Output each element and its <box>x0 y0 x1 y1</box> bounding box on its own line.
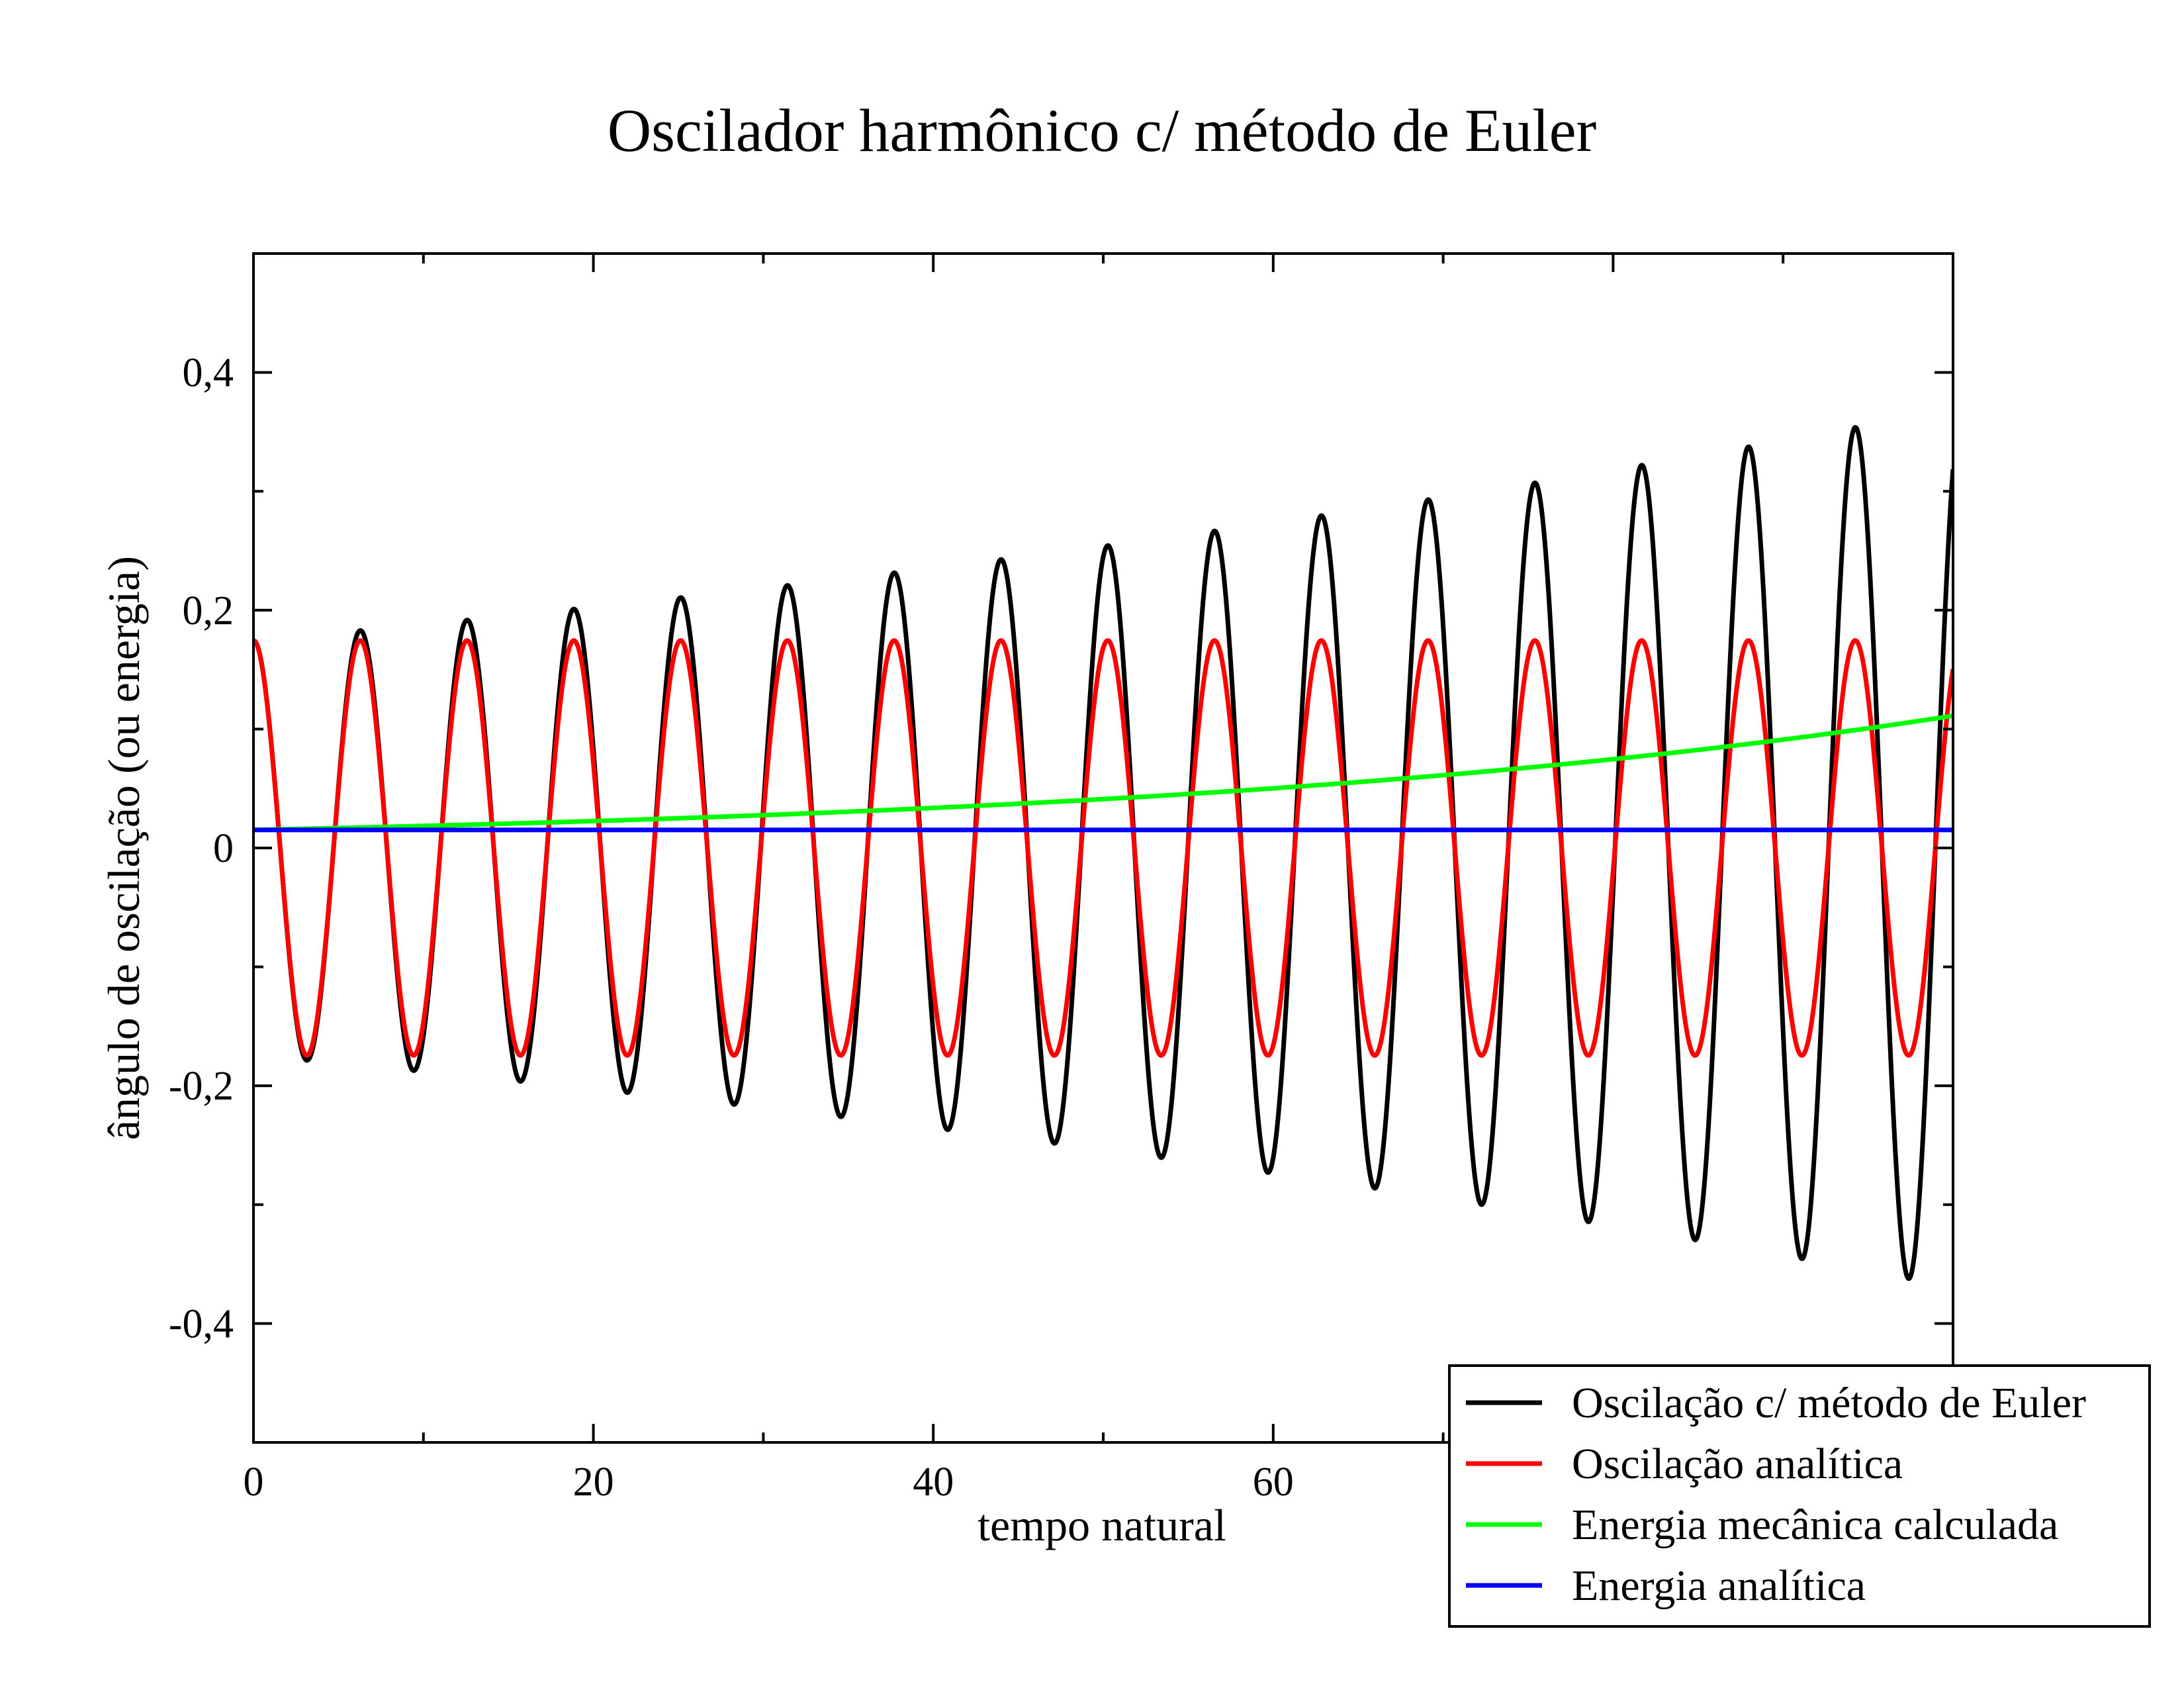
x-tick-label: 20 <box>573 1460 614 1505</box>
legend-box <box>1448 1364 2151 1628</box>
series-line-1 <box>253 425 1953 1281</box>
legend-label: Oscilação c/ método de Euler <box>1572 1379 2086 1427</box>
legend: Oscilação c/ método de Euler Oscilação an… <box>1448 1364 2151 1628</box>
y-axis-label: ângulo de oscilação (ou energia) <box>99 556 149 1140</box>
y-tick-label: -0,4 <box>169 1301 234 1346</box>
y-tick-label: 0 <box>213 826 234 871</box>
legend-label: Energia analítica <box>1572 1562 1866 1610</box>
x-tick-label: 60 <box>1253 1460 1294 1505</box>
x-tick-label: 0 <box>244 1460 264 1505</box>
legend-label: Energia mecânica calculada <box>1572 1501 2058 1549</box>
y-tick-label: 0,2 <box>183 588 234 633</box>
x-tick-label: 40 <box>913 1460 954 1505</box>
y-tick-label: -0,2 <box>169 1064 234 1109</box>
legend-label: Oscilação analítica <box>1572 1440 1903 1488</box>
x-axis-label: tempo natural <box>978 1500 1226 1550</box>
plot-frame <box>252 252 1954 1444</box>
y-tick-label: 0,4 <box>183 351 234 396</box>
series-line-3 <box>253 713 1953 833</box>
series-layer <box>253 425 1953 1281</box>
chart-title: Oscilador harmônico c/ método de Euler <box>608 97 1597 164</box>
series-line-2 <box>253 638 1953 1058</box>
